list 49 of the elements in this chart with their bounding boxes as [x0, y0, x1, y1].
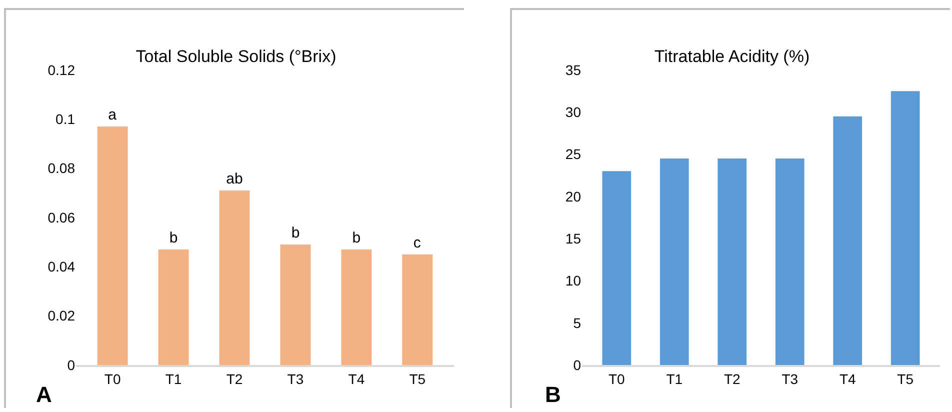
data-label: ab: [226, 170, 243, 188]
y-tick-label: 0.06: [48, 209, 76, 226]
chart-title: Titratable Acidity (%): [654, 46, 810, 66]
bar: [718, 158, 747, 365]
y-tick-label: 0: [573, 356, 582, 373]
bar: [775, 158, 804, 365]
bar: [219, 190, 250, 365]
x-tick-label: T5: [409, 370, 426, 387]
x-tick-label: T3: [782, 370, 798, 387]
y-tick-label: 0.02: [48, 308, 76, 324]
text: B: [545, 382, 561, 407]
data-label: b: [169, 229, 178, 246]
chart-title: Total Soluble Solids (°Brix): [136, 46, 336, 66]
y-tick-label: 25: [565, 146, 582, 162]
bar: [280, 244, 311, 365]
y-tick-label: 10: [565, 272, 582, 289]
x-tick-label: T5: [897, 370, 914, 387]
y-tick-label: 0.12: [48, 62, 76, 78]
y-tick-label: 0: [67, 356, 76, 373]
x-tick-label: T4: [348, 370, 365, 387]
x-tick-label: T0: [104, 370, 121, 387]
bar: [890, 91, 920, 365]
bar: [602, 171, 632, 365]
x-tick-label: T1: [165, 370, 182, 387]
data-label: b: [291, 224, 300, 242]
y-tick-label: 0.08: [48, 160, 76, 176]
y-tick-label: 30: [565, 104, 582, 120]
text: A: [36, 382, 52, 407]
bar: [402, 254, 433, 365]
x-tick-label: T2: [226, 370, 243, 387]
bar: [833, 116, 862, 365]
y-tick-label: 15: [565, 230, 582, 246]
bar: [158, 249, 189, 365]
x-tick-label: T0: [608, 370, 626, 387]
x-tick-label: T1: [666, 370, 683, 387]
bar: [341, 249, 372, 365]
y-tick-label: 5: [573, 314, 582, 331]
bar: [660, 158, 689, 365]
y-tick-label: 35: [565, 62, 582, 78]
x-tick-label: T4: [839, 370, 856, 387]
y-tick-label: 0.04: [48, 258, 76, 275]
y-tick-label: 0.1: [56, 111, 76, 128]
bar: [97, 126, 128, 365]
y-tick-label: 20: [565, 188, 582, 204]
data-label: c: [413, 234, 422, 252]
data-label: a: [108, 106, 118, 124]
x-tick-label: T2: [724, 370, 741, 387]
x-tick-label: T3: [287, 370, 304, 387]
data-label: b: [352, 229, 361, 246]
